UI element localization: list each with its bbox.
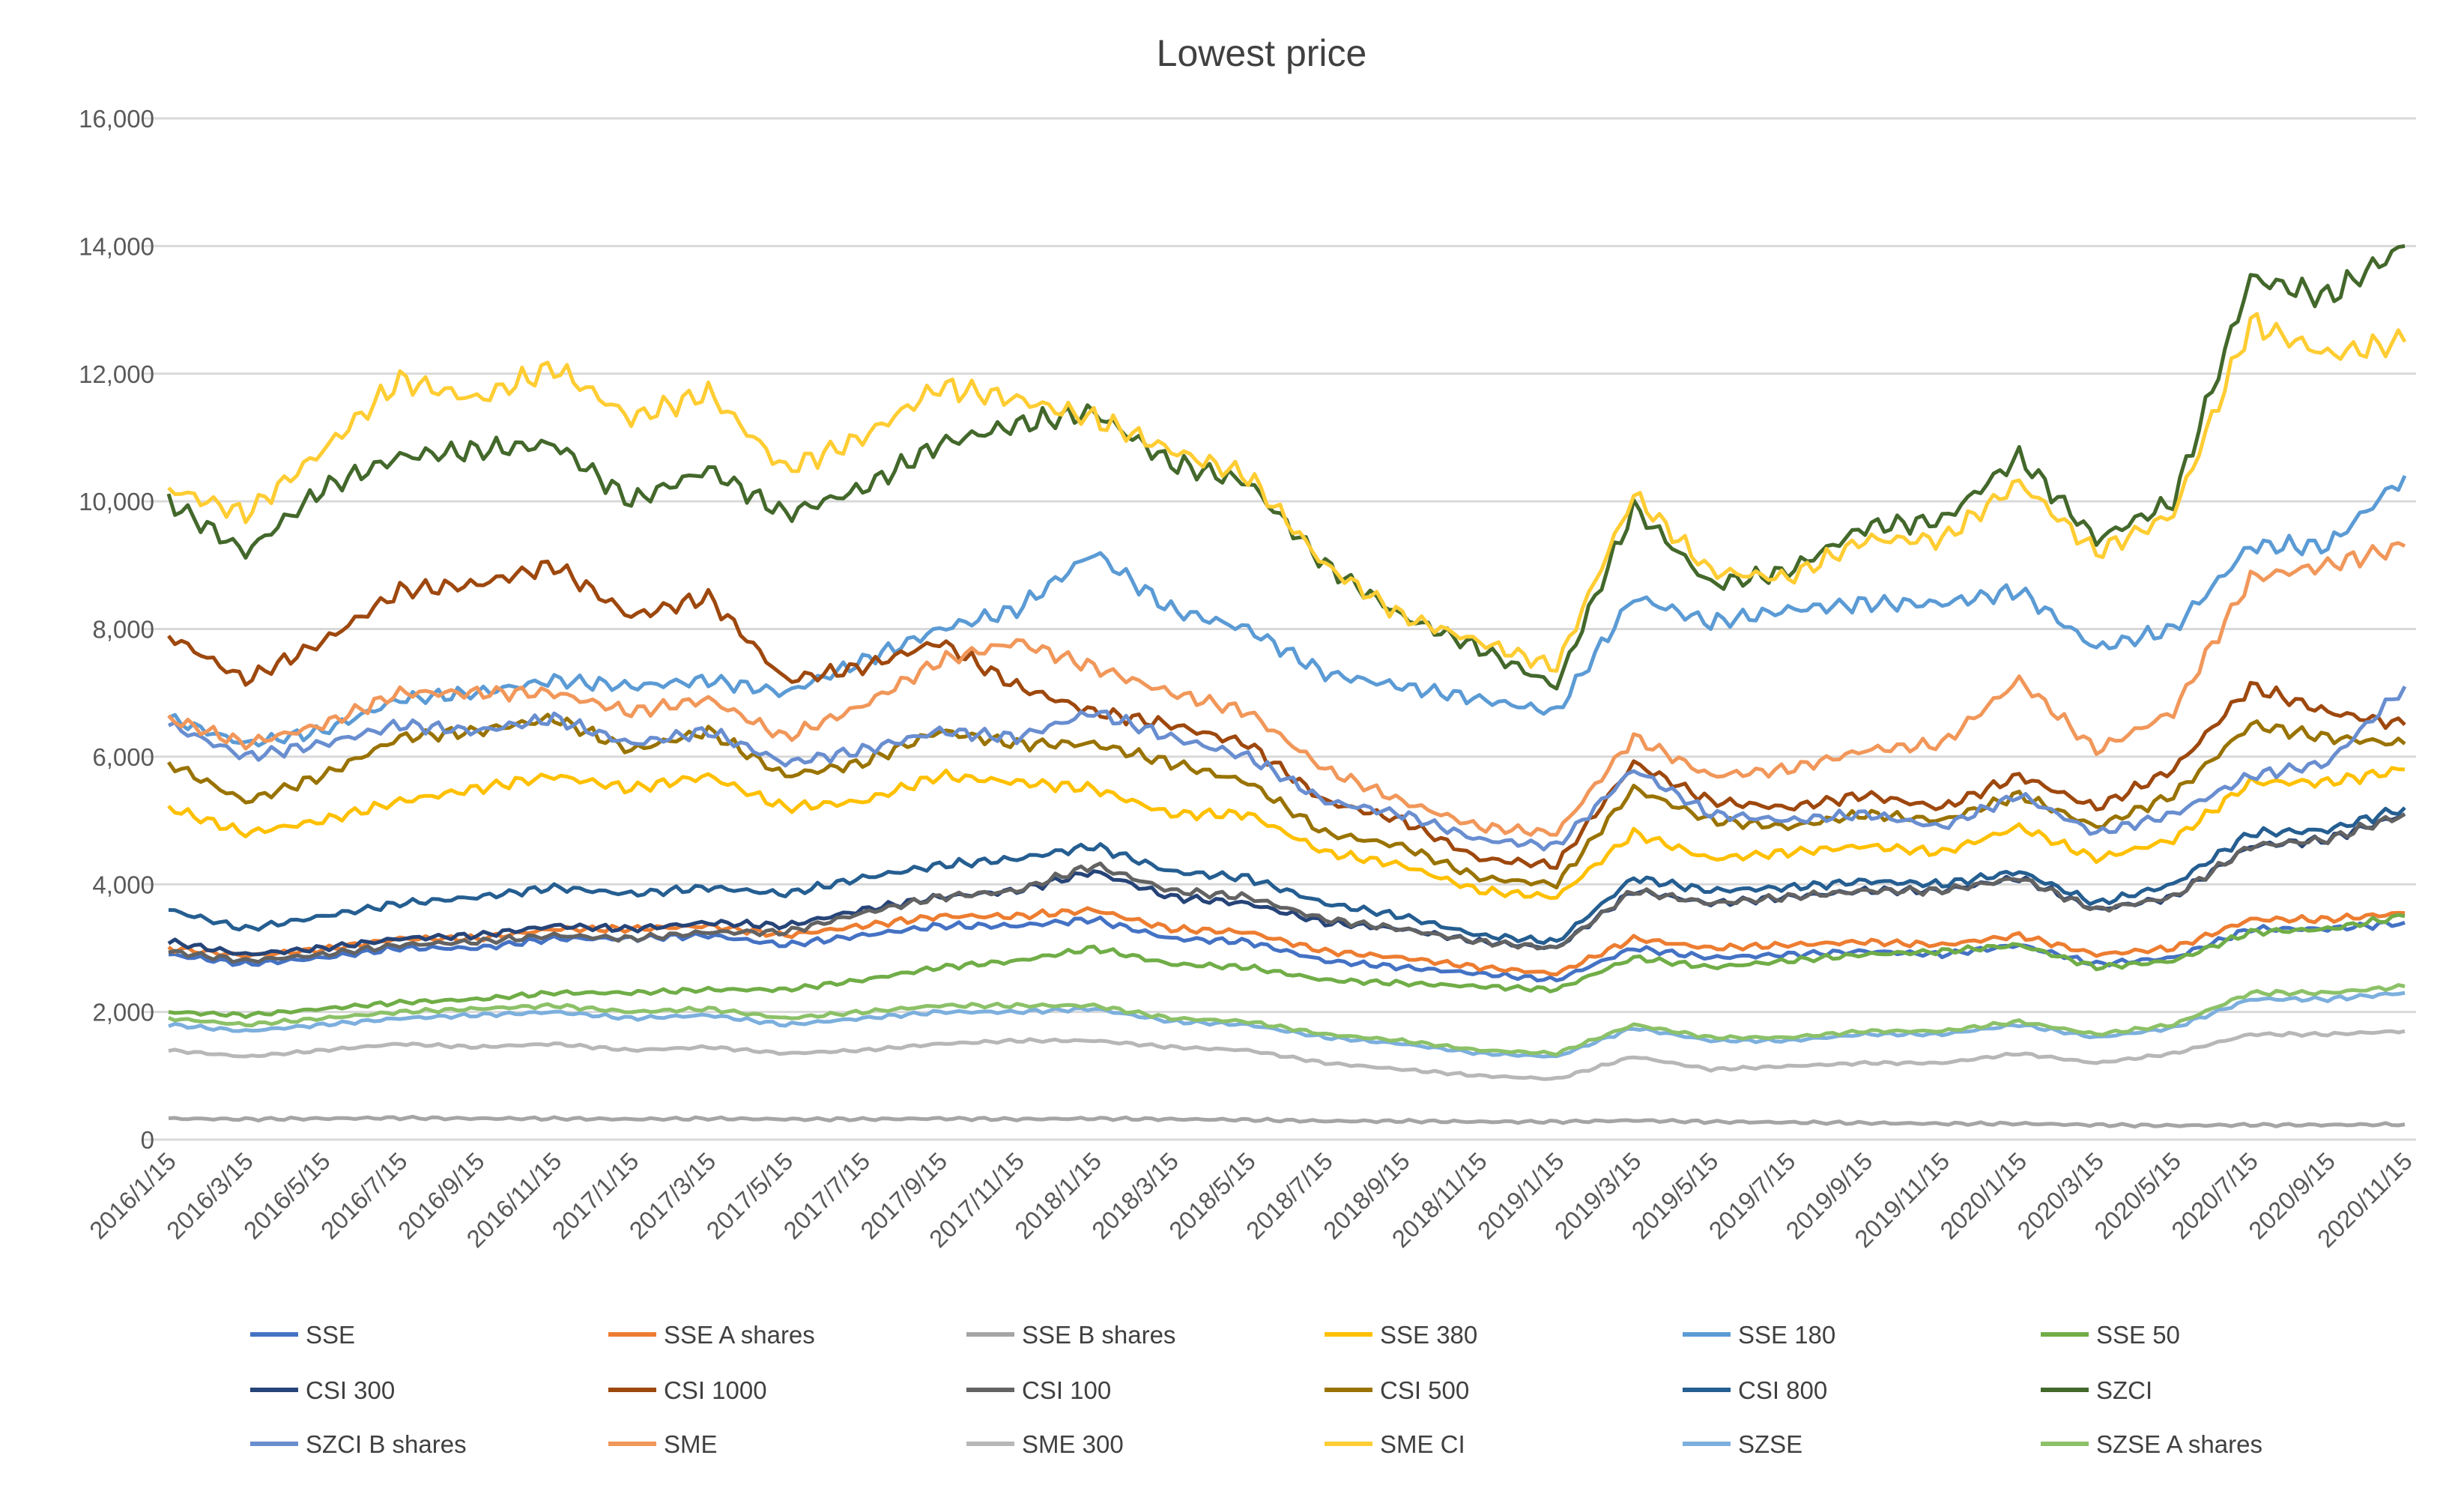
series-line-csi-1000	[167, 559, 2406, 870]
legend-label-szse-a-shares: SZSE A shares	[2096, 1430, 2262, 1458]
legend-label-sse-b-shares: SSE B shares	[1022, 1321, 1175, 1349]
series-line-sme-ci	[167, 312, 2407, 673]
series-lines	[166, 244, 2407, 1129]
series-line-szci-b-shares	[167, 686, 2407, 852]
series-line-sse-50	[168, 913, 2406, 1020]
y-tick-label: 0	[141, 1126, 154, 1154]
series-line-sse-a-shares	[167, 906, 2406, 977]
series-line-sse	[168, 916, 2406, 983]
series-line-sme-300	[168, 1029, 2406, 1081]
y-tick-label: 8,000	[92, 616, 154, 644]
legend-label-szse: SZSE	[1738, 1430, 1802, 1458]
series-line-csi-100	[168, 812, 2406, 964]
legend-label-szci: SZCI	[2096, 1376, 2152, 1404]
legend-label-sse-50: SSE 50	[2096, 1321, 2180, 1349]
y-tick-label: 16,000	[79, 105, 154, 133]
series-line-sse-b-shares	[168, 1114, 2406, 1129]
chart-title: Lowest price	[1157, 32, 1367, 74]
y-tick-label: 2,000	[92, 999, 154, 1026]
legend-label-sme-300: SME 300	[1022, 1430, 1124, 1458]
y-tick-label: 4,000	[92, 871, 154, 898]
series-line-sse-180	[168, 474, 2407, 748]
legend: SSE SSE A shares SSE B shares SSE 380 SSE 18…	[250, 1321, 2262, 1458]
y-tick-label: 6,000	[92, 743, 154, 771]
legend-label-szci-b-shares: SZCI B shares	[306, 1430, 467, 1458]
legend-label-csi-500: CSI 500	[1380, 1376, 1469, 1404]
legend-label-sse-a-shares: SSE A shares	[664, 1321, 815, 1349]
y-tick-label: 12,000	[79, 360, 154, 388]
legend-label-csi-800: CSI 800	[1738, 1376, 1827, 1404]
y-tick-label: 10,000	[79, 488, 154, 515]
series-line-csi-800	[168, 806, 2406, 946]
legend-label-sse: SSE	[306, 1321, 355, 1349]
series-line-sse-380	[167, 766, 2406, 901]
legend-label-sse-180: SSE 180	[1738, 1321, 1835, 1349]
legend-label-sme-ci: SME CI	[1380, 1430, 1465, 1458]
y-axis-tick-labels: 0 2,000 4,000 6,000 8,000 10,000 12,000 14,000 1…	[79, 105, 154, 1154]
series-line-szse-a-shares	[168, 983, 2406, 1057]
series-line-szci	[166, 244, 2406, 691]
legend-label-csi-1000: CSI 1000	[664, 1376, 767, 1404]
legend-label-sse-380: SSE 380	[1380, 1321, 1477, 1349]
series-line-sme	[167, 541, 2406, 837]
legend-label-sme: SME	[664, 1430, 718, 1458]
legend-label-csi-100: CSI 100	[1022, 1376, 1111, 1404]
x-axis-tick-labels: 2016/1/152016/3/152016/5/152016/7/152016…	[84, 1147, 2418, 1253]
legend-label-csi-300: CSI 300	[306, 1376, 395, 1404]
y-tick-label: 14,000	[79, 232, 154, 260]
